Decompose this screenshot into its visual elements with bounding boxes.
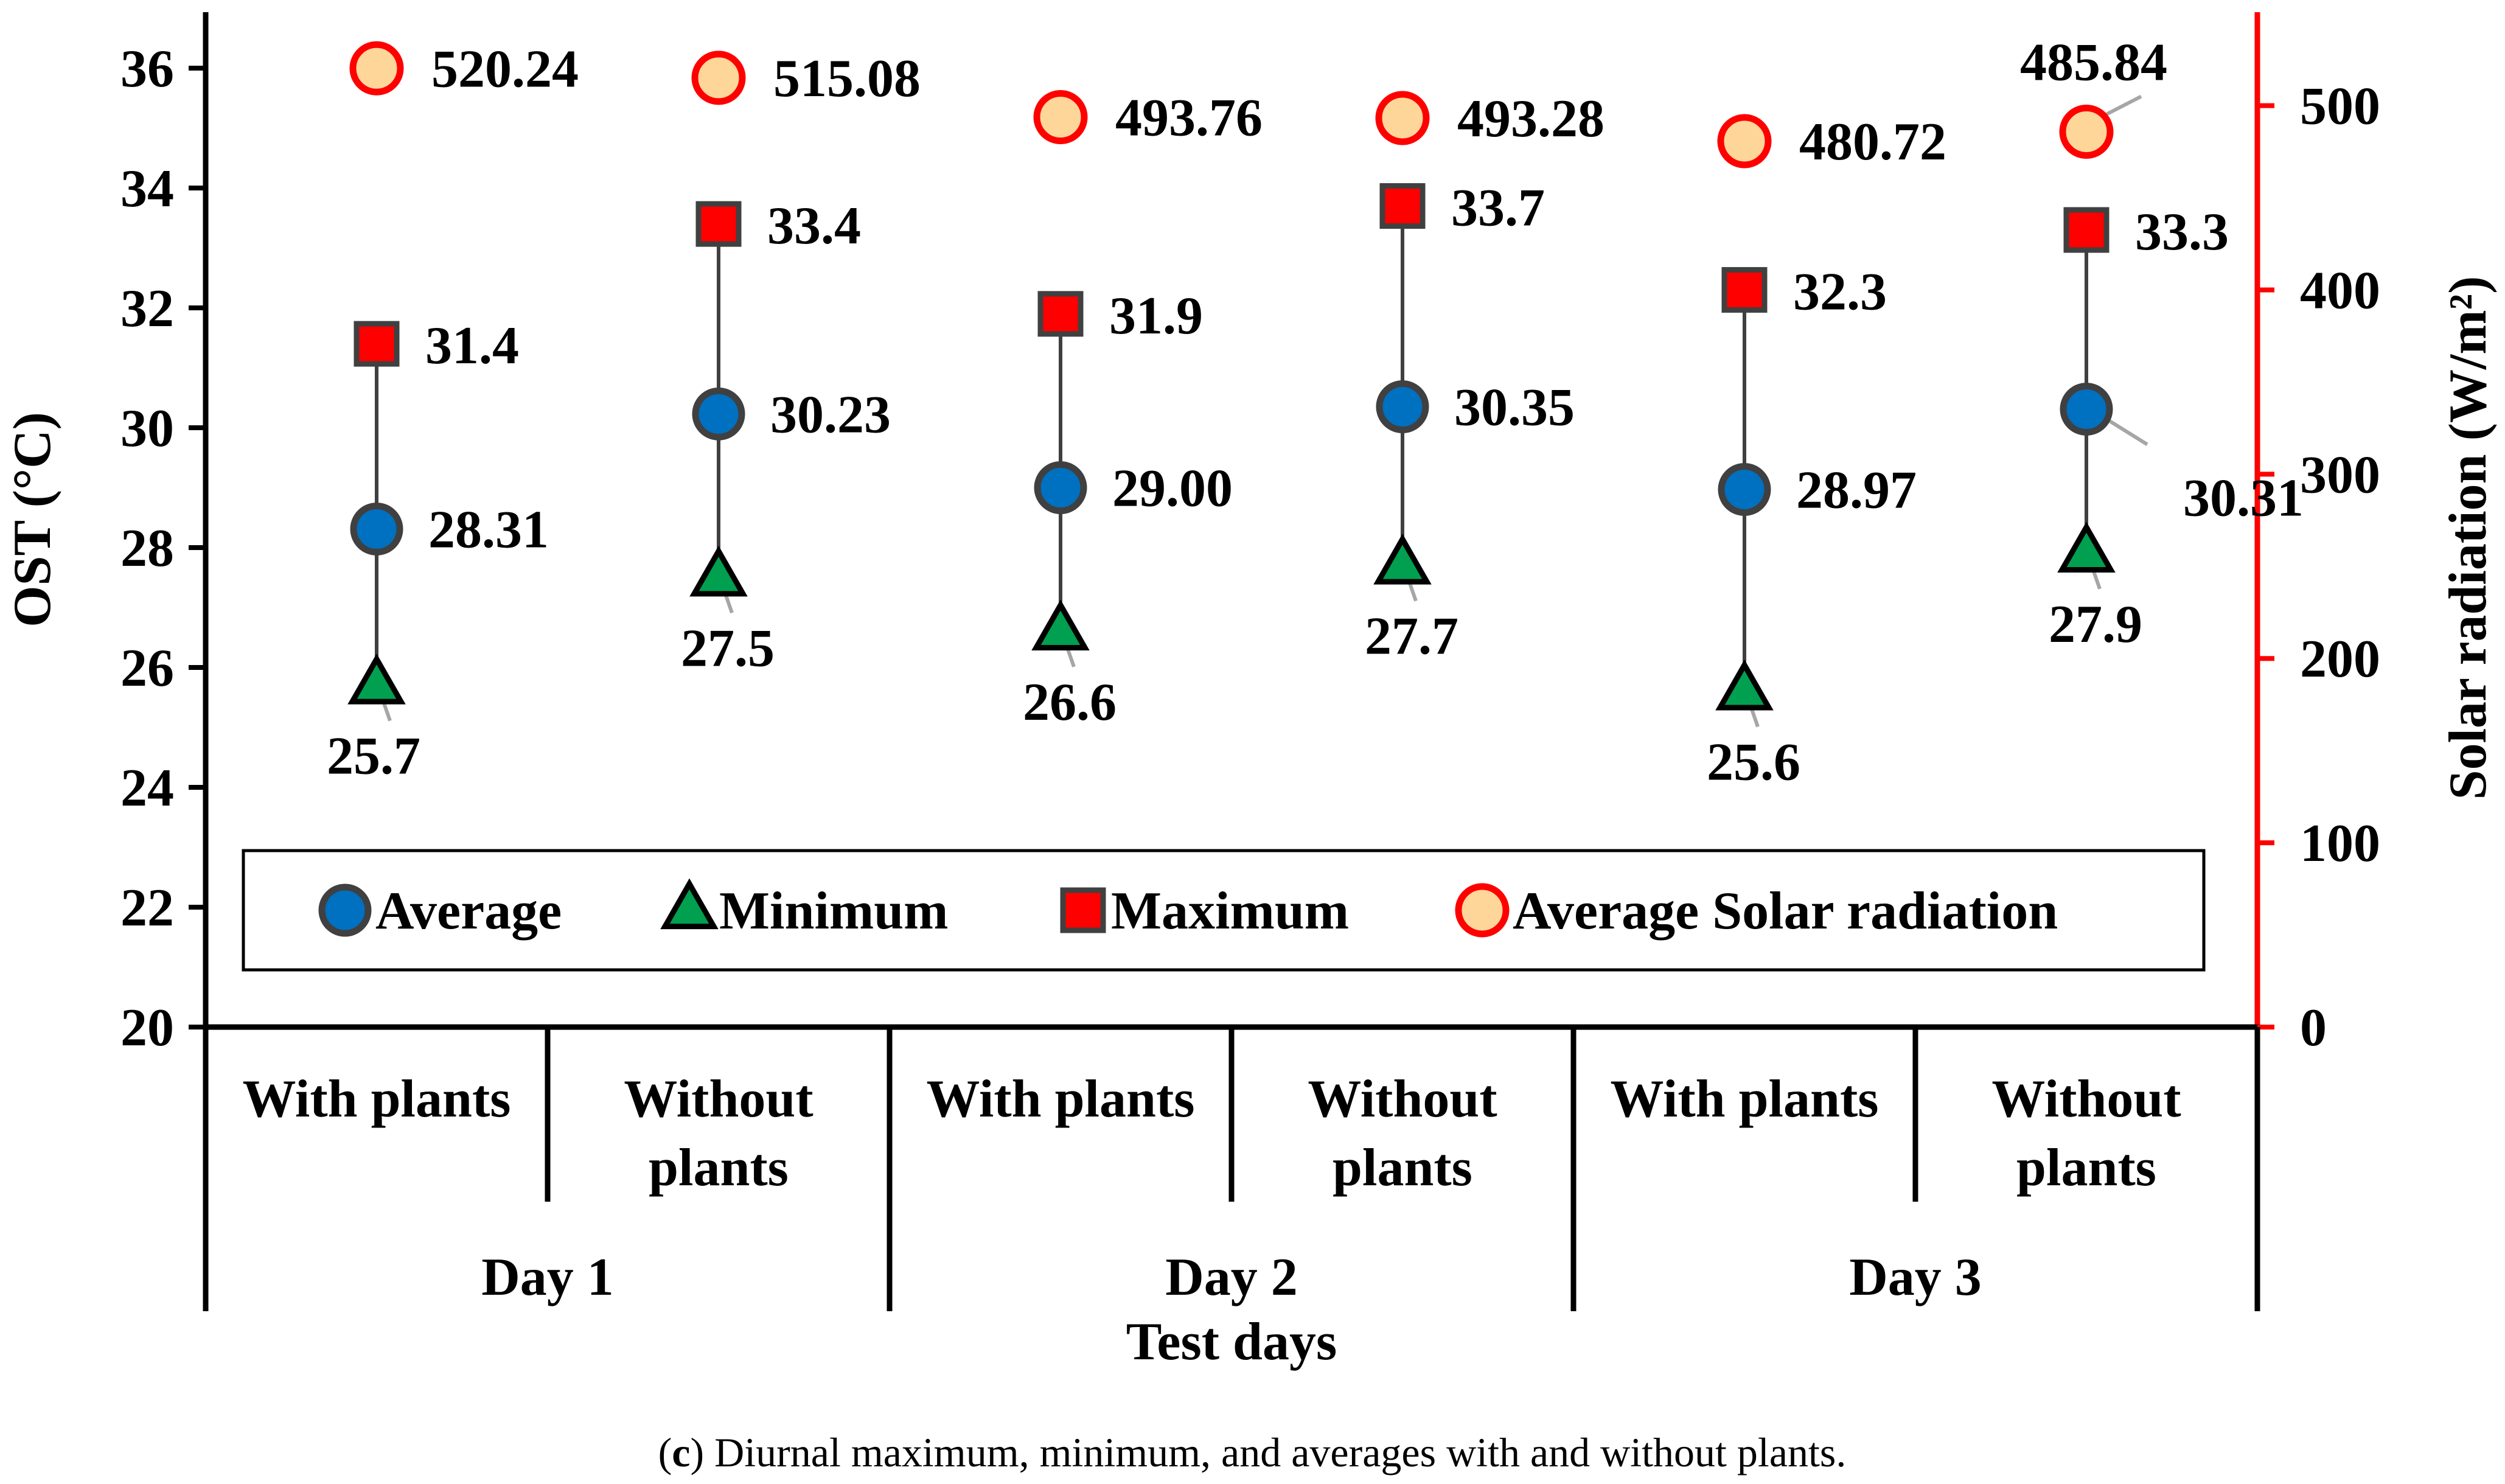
left-tick-label: 26 — [120, 639, 174, 698]
marker-average — [2060, 382, 2113, 436]
caption: (c) Diurnal maximum, minimum, and averag… — [658, 1429, 1847, 1475]
label-solar-radiation: 485.84 — [2020, 33, 2167, 92]
left-tick-label: 36 — [120, 40, 174, 99]
marker-average-solar-radiation — [1717, 114, 1772, 169]
legend-marker-average-solar-radiation — [1455, 883, 1510, 938]
category-label: With plants — [927, 1070, 1195, 1129]
label-average: 30.23 — [770, 385, 891, 444]
label-maximum: 31.4 — [425, 316, 519, 375]
marker-minimum — [1715, 659, 1774, 711]
legend-label: Average — [375, 882, 562, 941]
left-axis-title: OST (°C) — [3, 412, 62, 627]
label-minimum: 26.6 — [1023, 673, 1117, 732]
label-maximum: 33.7 — [1451, 179, 1545, 238]
leader-lines-layer — [378, 94, 2148, 728]
marker-minimum — [2057, 521, 2116, 573]
category-label-line2: plants — [649, 1138, 789, 1197]
group-label: Day 1 — [481, 1248, 614, 1307]
caption-body: Diurnal maximum, minimum, and averages w… — [704, 1429, 1846, 1475]
label-minimum: 25.6 — [1707, 733, 1800, 792]
figure-caption: (c) Diurnal maximum, minimum, and averag… — [658, 1429, 1847, 1475]
marker-average — [692, 387, 745, 441]
category-label: With plants — [1611, 1070, 1879, 1129]
marker-minimum — [347, 653, 406, 705]
marker-minimum — [1031, 599, 1090, 650]
left-tick-label: 28 — [120, 519, 174, 578]
legend-marker-minimum — [660, 878, 719, 930]
marker-average — [1718, 462, 1771, 516]
category-label-line1: Without — [1991, 1070, 2181, 1129]
marker-average-solar-radiation — [2059, 104, 2114, 159]
right-tick-label: 400 — [2300, 261, 2380, 320]
marker-minimum — [689, 545, 748, 597]
label-solar-radiation: 480.72 — [1799, 113, 1946, 172]
labels-layer: 28.31 31.4 25.7 520.24 30.23 33.4 27.5 515.08 29… — [327, 33, 2304, 792]
label-average: 28.97 — [1796, 461, 1917, 520]
label-maximum: 32.3 — [1793, 262, 1887, 321]
label-average: 30.35 — [1454, 378, 1575, 437]
label-minimum: 27.5 — [681, 619, 775, 678]
legend-box — [242, 849, 2206, 972]
legend: Average Minimum Maximum Average Solar radia… — [242, 849, 2206, 972]
label-solar-radiation: 493.28 — [1457, 89, 1604, 148]
label-average: 30.31 — [2183, 469, 2304, 528]
caption-letter: c — [672, 1429, 690, 1475]
right-tick-label: 300 — [2300, 445, 2380, 504]
label-average: 28.31 — [428, 500, 549, 559]
category-label-line1: Without — [1308, 1070, 1497, 1129]
label-maximum: 33.4 — [767, 197, 861, 256]
right-tick-label: 500 — [2300, 77, 2380, 136]
marker-minimum — [1373, 534, 1432, 585]
label-minimum: 25.7 — [327, 727, 420, 786]
left-tick-label: 32 — [120, 279, 174, 338]
left-tick-label: 24 — [120, 759, 174, 818]
left-tick-label: 22 — [120, 879, 174, 938]
right-axis-title: Solar radiation (W/m²) — [2439, 276, 2498, 800]
right-tick-label: 200 — [2300, 630, 2380, 689]
marker-average-solar-radiation — [691, 51, 746, 105]
right-tick-label: 100 — [2300, 814, 2380, 873]
label-minimum: 27.7 — [1365, 607, 1458, 666]
group-label: Day 2 — [1165, 1248, 1298, 1307]
category-label: With plants — [243, 1070, 511, 1129]
marker-average-solar-radiation — [1033, 89, 1088, 144]
category-axis: With plants Without plants With plants Witho… — [203, 1027, 2260, 1371]
marker-maximum — [1721, 266, 1768, 313]
marker-maximum — [354, 321, 400, 367]
category-label-line1: Without — [624, 1070, 813, 1129]
marker-average — [350, 502, 403, 556]
legend-label: Average Solar radiation — [1513, 882, 2058, 941]
legend-label: Maximum — [1111, 882, 1349, 941]
label-solar-radiation: 520.24 — [431, 40, 579, 99]
marker-average-solar-radiation — [1375, 91, 1430, 145]
legend-label: Minimum — [719, 882, 948, 941]
left-tick-label: 30 — [120, 399, 174, 458]
label-minimum: 27.9 — [2049, 595, 2142, 654]
right-tick-label: 0 — [2300, 998, 2327, 1057]
category-label-line2: plants — [1333, 1138, 1472, 1197]
marker-maximum — [2063, 207, 2110, 253]
marker-average — [1376, 380, 1429, 434]
label-solar-radiation: 493.76 — [1115, 88, 1263, 147]
label-average: 29.00 — [1112, 459, 1233, 518]
left-tick-label: 34 — [120, 159, 174, 218]
marks-layer — [347, 41, 2116, 711]
label-maximum: 33.3 — [2135, 203, 2229, 262]
legend-marker-average — [318, 883, 372, 937]
label-solar-radiation: 515.08 — [773, 49, 921, 108]
left-tick-label: 20 — [120, 998, 174, 1057]
marker-average-solar-radiation — [349, 41, 404, 96]
marker-maximum — [695, 201, 742, 247]
marker-average — [1034, 461, 1087, 514]
marker-maximum — [1379, 183, 1426, 229]
category-label-line2: plants — [2016, 1138, 2156, 1197]
group-label: Day 3 — [1849, 1248, 1982, 1307]
label-maximum: 31.9 — [1109, 287, 1203, 346]
marker-maximum — [1037, 291, 1084, 337]
x-axis-title: Test days — [1126, 1312, 1337, 1371]
legend-marker-maximum — [1060, 887, 1106, 933]
